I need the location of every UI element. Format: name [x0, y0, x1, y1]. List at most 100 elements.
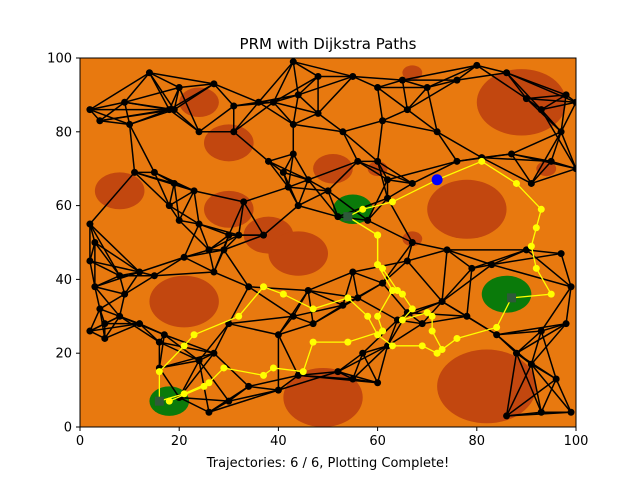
roadmap-edge — [154, 271, 214, 277]
roadmap-edge — [208, 249, 215, 273]
roadmap-node — [522, 246, 530, 254]
trajectory-waypoint — [547, 290, 555, 298]
roadmap-edge — [292, 112, 319, 126]
roadmap-edge — [550, 131, 562, 162]
roadmap-edge — [446, 249, 492, 266]
roadmap-node — [269, 98, 277, 106]
roadmap-edge — [427, 79, 458, 89]
roadmap-edge — [496, 334, 517, 354]
roadmap-edge — [89, 260, 140, 273]
trajectory-waypoint — [527, 242, 535, 250]
roadmap-node — [374, 379, 382, 387]
obstacle — [476, 69, 567, 136]
y-tick-label: 80 — [55, 125, 72, 140]
trajectory-waypoint — [344, 338, 352, 346]
roadmap-edge — [436, 131, 483, 159]
roadmap-edge — [382, 119, 438, 133]
roadmap-edge — [213, 271, 249, 288]
trajectory-waypoint — [423, 309, 431, 317]
roadmap-node — [210, 80, 218, 88]
roadmap-edge — [99, 108, 175, 122]
roadmap-edge — [491, 249, 527, 266]
roadmap-edge — [193, 190, 244, 203]
roadmap-node — [175, 216, 183, 224]
roadmap-edge — [456, 156, 482, 163]
roadmap-node — [473, 61, 481, 69]
roadmap-edge — [168, 190, 195, 207]
roadmap-edge — [228, 315, 294, 325]
roadmap-node — [567, 283, 575, 291]
trajectory-waypoint — [220, 364, 228, 372]
roadmap-edge — [213, 83, 235, 107]
roadmap-edge — [317, 112, 344, 133]
y-tick-label: 0 — [64, 421, 72, 436]
roadmap-edge — [481, 156, 552, 163]
roadmap-node — [384, 176, 392, 184]
roadmap-node — [304, 286, 312, 294]
roadmap-edge — [530, 131, 562, 184]
roadmap-edge — [357, 160, 413, 185]
roadmap-edge — [406, 109, 438, 133]
roadmap-edge — [377, 79, 403, 89]
goal-region — [481, 275, 532, 313]
roadmap-edge — [352, 345, 389, 380]
roadmap-edge — [184, 249, 224, 258]
roadmap-edge — [530, 364, 543, 413]
trajectory-waypoint — [374, 231, 382, 239]
roadmap-node — [274, 331, 282, 339]
roadmap-edge — [407, 311, 467, 318]
roadmap-node — [537, 408, 545, 416]
obstacle — [94, 172, 145, 210]
obstacle — [204, 190, 254, 228]
roadmap-edge — [273, 94, 299, 103]
roadmap-edge — [411, 160, 458, 185]
roadmap-edge — [134, 171, 170, 207]
y-tick-label: 100 — [47, 52, 72, 67]
roadmap-edge — [89, 108, 130, 126]
roadmap-edge — [426, 64, 478, 89]
roadmap-edge — [94, 286, 121, 317]
roadmap-node — [339, 128, 347, 136]
roadmap-edge — [268, 153, 294, 163]
roadmap-node — [334, 213, 342, 221]
trajectory-waypoint — [512, 179, 520, 187]
roadmap-edge — [342, 120, 383, 133]
roadmap-node — [314, 72, 322, 80]
roadmap-edge — [510, 153, 532, 184]
roadmap-node — [503, 69, 511, 77]
roadmap-edge — [530, 330, 542, 365]
goal-marker — [154, 396, 164, 406]
roadmap-node — [235, 231, 243, 239]
roadmap-node — [527, 360, 535, 368]
roadmap-edge — [441, 300, 468, 317]
start-marker — [431, 174, 443, 186]
roadmap-edge — [456, 72, 507, 81]
roadmap-node — [374, 157, 382, 165]
trajectory-waypoint — [359, 205, 367, 213]
roadmap-edge — [297, 94, 319, 114]
roadmap-edge — [292, 153, 309, 181]
roadmap-node — [453, 157, 461, 165]
roadmap-edge — [168, 204, 200, 225]
trajectory-waypoint — [205, 379, 213, 387]
roadmap-edge — [530, 323, 567, 365]
roadmap-edge — [198, 223, 239, 236]
roadmap-edge — [530, 160, 552, 184]
roadmap-edge — [248, 286, 294, 317]
roadmap-edge — [386, 319, 399, 347]
roadmap-node — [547, 157, 555, 165]
roadmap-node — [537, 106, 545, 114]
roadmap-edge — [228, 286, 250, 325]
axis-ticks: 0 20 40 60 80 100 0 20 40 60 80 100 — [47, 52, 588, 450]
roadmap-node — [423, 84, 431, 92]
trajectory-waypoint — [269, 364, 277, 372]
roadmap-edge — [342, 131, 359, 162]
trajectory-waypoint — [155, 368, 163, 376]
roadmap-node — [230, 128, 238, 136]
roadmap-node — [279, 168, 287, 176]
dijkstra-paths — [155, 157, 555, 405]
roadmap-node — [562, 320, 570, 328]
roadmap-edge — [183, 223, 200, 258]
trajectory-waypoint — [180, 342, 188, 350]
trajectory-line — [347, 179, 438, 218]
